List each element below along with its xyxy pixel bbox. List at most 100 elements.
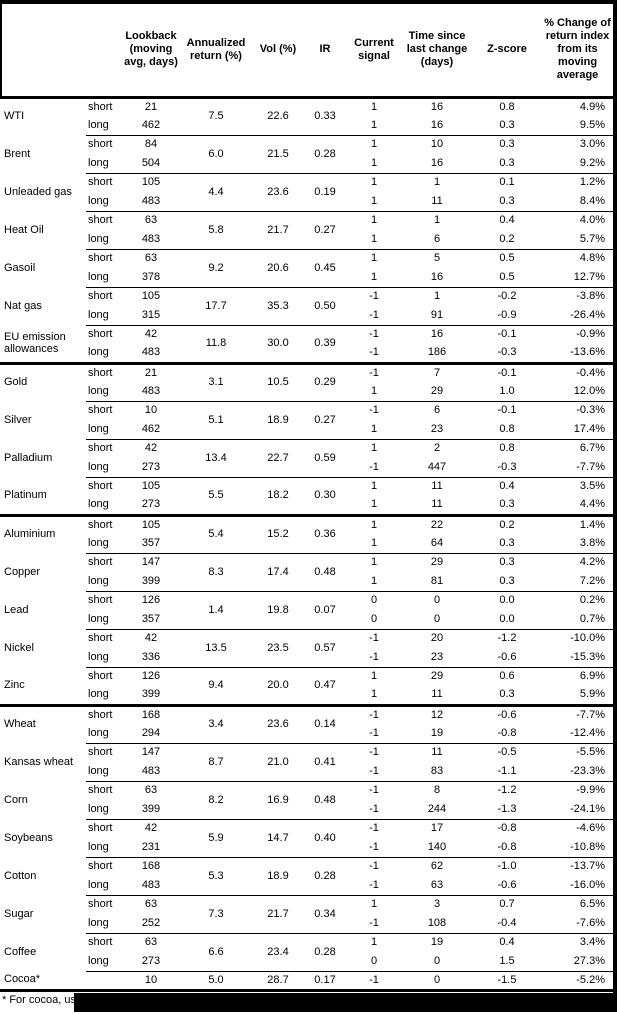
table-row: Soybeans short 42 5.9 14.7 0.40 -1 17 -0.8 -4.6% — [0, 818, 613, 857]
pct-change-value: -7.7% — [576, 460, 605, 473]
time-since-value: 1 — [402, 172, 472, 192]
zscore-value: -0.8 — [497, 726, 517, 739]
time-since-value: 11 — [402, 742, 472, 762]
signal-value: 1 — [370, 498, 378, 511]
horizon-label: long — [88, 574, 109, 587]
lookback-value: 126 — [122, 590, 180, 610]
zscore-value: 0.2 — [472, 513, 542, 534]
signal-value: 1 — [346, 476, 402, 496]
lookback-value: 10 — [122, 970, 180, 990]
zscore-value: -1.0 — [472, 856, 542, 876]
table-row: long 315 -1 91 -0.9 -26.4% — [0, 306, 613, 325]
pct-change-value: -13.6% — [570, 346, 605, 359]
horizon-label: short — [86, 818, 122, 838]
commodity-name: Lead — [4, 603, 29, 616]
vol-value: 16.9 — [252, 780, 304, 819]
horizon-label: short — [86, 134, 122, 154]
time-since-value: 83 — [430, 764, 444, 777]
signal-value: 1 — [346, 134, 402, 154]
column-header-ir: IR — [304, 4, 346, 99]
horizon-label: short — [86, 932, 122, 952]
table-row: long 378 1 16 0.5 12.7% — [0, 268, 613, 287]
zscore-value: -0.6 — [497, 650, 517, 663]
signal-value: 0 — [370, 612, 378, 625]
table-row: Heat Oil short 63 5.8 21.7 0.27 1 1 0.4 4.0% — [0, 210, 613, 249]
table-row: long 483 -1 83 -1.1 -23.3% — [0, 762, 613, 781]
signal-value: -1 — [369, 346, 379, 359]
annualized-return-value: 7.3 — [180, 894, 252, 933]
zscore-value: 0.1 — [472, 172, 542, 192]
lookback-value: 462 — [141, 422, 161, 435]
ir-value: 0.17 — [304, 970, 346, 990]
lookback-value: 252 — [141, 916, 161, 929]
time-since-value: 6 — [433, 232, 441, 245]
zscore-value: -0.4 — [497, 916, 517, 929]
vol-value: 19.8 — [252, 590, 304, 629]
vol-value: 18.9 — [252, 400, 304, 439]
ir-value: 0.48 — [304, 552, 346, 591]
annualized-return-value: 5.4 — [180, 513, 252, 553]
horizon-label: long — [88, 270, 109, 283]
lookback-value: 21 — [122, 361, 180, 382]
signal-value: -1 — [369, 726, 379, 739]
annualized-return-value: 5.8 — [180, 210, 252, 249]
commodity-name: Cocoa* — [4, 973, 41, 986]
time-since-value: 81 — [430, 574, 444, 587]
zscore-value: 0.3 — [499, 118, 515, 131]
pct-change-value: 8.4% — [579, 194, 605, 207]
zscore-value: -1.1 — [497, 764, 517, 777]
table-row: Brent short 84 6.0 21.5 0.28 1 10 0.3 3.0% — [0, 134, 613, 173]
zscore-value: -0.9 — [497, 308, 517, 321]
time-since-value: 7 — [402, 361, 472, 382]
footnote: * For cocoa, uses c — [0, 991, 613, 1012]
horizon-label: short — [86, 96, 122, 116]
ir-value: 0.29 — [304, 361, 346, 401]
lookback-value: 483 — [141, 878, 161, 891]
table-row: long 462 1 23 0.8 17.4% — [0, 420, 613, 439]
time-since-value: 2 — [402, 438, 472, 458]
annualized-return-value: 4.4 — [180, 172, 252, 211]
zscore-value: 0.3 — [499, 156, 515, 169]
ir-value: 0.27 — [304, 210, 346, 249]
signal-value: 1 — [370, 194, 378, 207]
zscore-value: -0.3 — [497, 460, 517, 473]
horizon-label: long — [88, 764, 109, 777]
lookback-value: 63 — [122, 780, 180, 800]
time-since-value: 16 — [402, 96, 472, 116]
commodity-name: Gold — [0, 361, 86, 401]
lookback-value: 42 — [122, 438, 180, 458]
vol-value: 28.7 — [252, 970, 304, 990]
column-header-annualized-return: Annualized return (%) — [180, 4, 252, 99]
table-row: long 483 -1 186 -0.3 -13.6% — [0, 344, 613, 363]
signal-value: -1 — [346, 286, 402, 306]
pct-change-value: 27.3% — [573, 954, 605, 967]
zscore-value: -0.2 — [472, 286, 542, 306]
lookback-value: 483 — [141, 232, 161, 245]
annualized-return-value: 8.2 — [180, 780, 252, 819]
pct-change-value: -12.4% — [570, 726, 605, 739]
lookback-value: 105 — [122, 513, 180, 534]
annualized-return-value: 3.4 — [180, 703, 252, 743]
horizon-label: long — [88, 498, 109, 511]
annualized-return-value: 11.8 — [180, 324, 252, 363]
annualized-return-value: 5.9 — [180, 818, 252, 857]
signal-value: 1 — [370, 232, 378, 245]
ir-value: 0.48 — [304, 780, 346, 819]
commodity-name: Sugar — [4, 907, 34, 920]
signal-value: 1 — [346, 438, 402, 458]
lookback-value: 105 — [122, 286, 180, 306]
signal-value: 1 — [346, 894, 402, 914]
time-since-value: 62 — [402, 856, 472, 876]
horizon-label: long — [88, 118, 109, 131]
table-row: long 294 -1 19 -0.8 -12.4% — [0, 724, 613, 743]
time-since-value: 12 — [402, 703, 472, 724]
commodity-name: Palladium — [4, 451, 53, 464]
time-since-value: 1 — [402, 286, 472, 306]
signal-value: 1 — [346, 96, 402, 116]
pct-change-value: -7.6% — [576, 916, 605, 929]
time-since-value: 6 — [402, 400, 472, 420]
zscore-value: -0.3 — [497, 346, 517, 359]
commodity-name: Corn — [4, 793, 28, 806]
lookback-value: 126 — [122, 666, 180, 686]
vol-value: 22.6 — [252, 96, 304, 135]
